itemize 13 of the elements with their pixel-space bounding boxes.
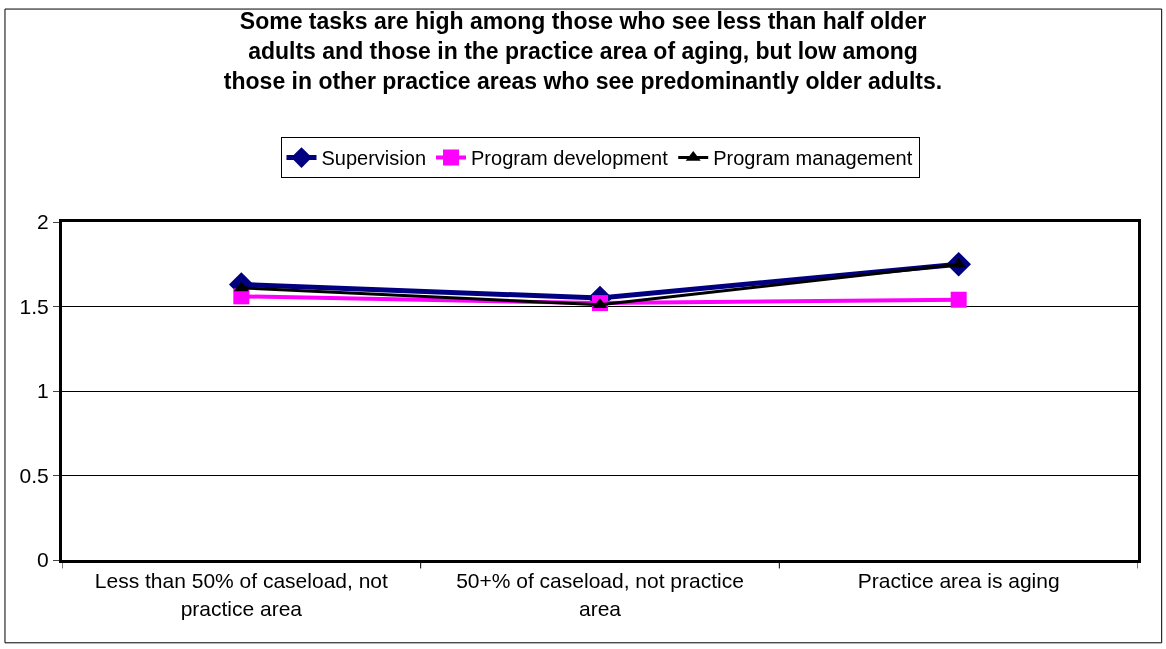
legend-label: Program management [713,147,913,170]
legend-label: Program development [471,147,669,170]
chart-title: Some tasks are high among those who see less than half older adults and those in the practice area of aging, but low among those in other practice areas who see predominantly older adults. [223,8,943,94]
x-tick-label: 50+% of caseload, not practice area [456,569,744,620]
y-tick-label: 1 [37,379,49,403]
x-tick-label: Practice area is aging [857,569,1060,593]
y-tick-label: 0.5 [19,463,49,487]
point [950,291,967,308]
y-tick-label: 1.5 [19,294,49,318]
legend-label: Supervision [321,147,427,170]
y-tick-label: 0 [37,548,49,572]
x-tick-label: Less than 50% of caseload, not practice area [94,569,389,620]
y-tick-label: 2 [37,210,49,234]
